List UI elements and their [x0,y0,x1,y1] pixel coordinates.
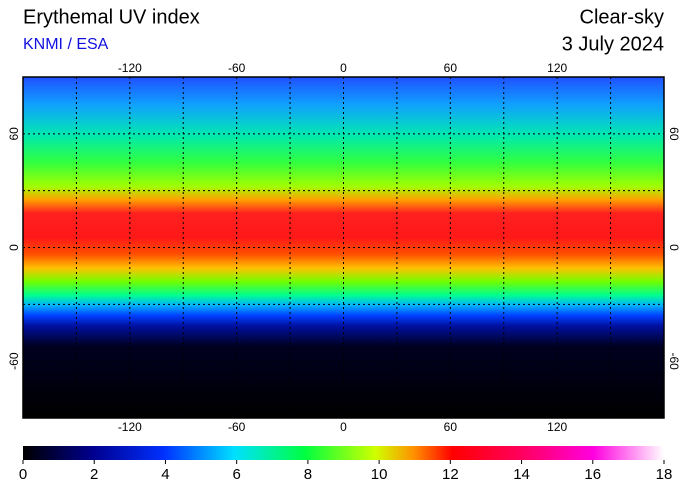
date: 3 July 2024 [562,33,664,55]
colorbar-tick-label: 16 [584,466,601,483]
colorbar [23,446,664,460]
condition: Clear-sky [580,6,664,28]
lat-tick-label: -60 [667,352,681,370]
colorbar-tick-label: 6 [232,466,240,483]
lon-tick-label: 120 [547,61,567,75]
lon-tick-label: 60 [444,420,458,434]
colorbar-tick-label: 2 [90,466,98,483]
graticule [23,77,664,418]
lon-tick-label: -60 [228,61,246,75]
source: KNMI / ESA [23,36,109,53]
colorbar-tick-label: 14 [513,466,530,483]
map-frame [22,76,665,419]
lat-tick-label: 0 [667,244,681,251]
colorbar-tick-label: 0 [19,466,27,483]
lat-tick-label: 60 [667,127,681,141]
colorbar-tick-label: 10 [371,466,388,483]
lat-tick-label: 60 [7,127,21,141]
lon-tick-label: 60 [444,61,458,75]
colorbar-tick-label: 18 [656,466,673,483]
title: Erythemal UV index [23,6,200,28]
colorbar-tick-label: 12 [442,466,459,483]
lon-tick-label: -120 [118,420,142,434]
lon-tick-label: 0 [340,420,347,434]
lat-tick-label: -60 [7,352,21,370]
lon-tick-label: 0 [340,61,347,75]
lon-tick-label: 120 [547,420,567,434]
lat-tick-label: 0 [7,244,21,251]
lon-tick-label: -120 [118,61,142,75]
colorbar-tick-label: 8 [304,466,312,483]
colorbar-tick-label: 4 [161,466,169,483]
lon-tick-label: -60 [228,420,246,434]
